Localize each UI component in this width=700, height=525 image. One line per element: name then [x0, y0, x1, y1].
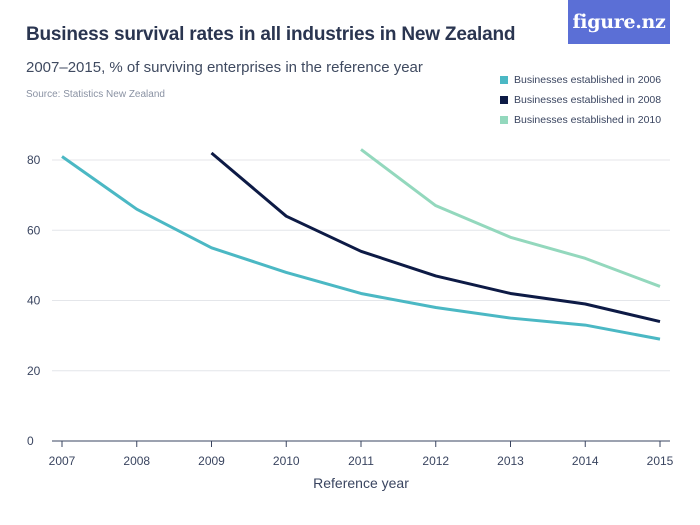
legend-swatch-2006 [500, 76, 508, 84]
x-tick-label: 2011 [348, 454, 374, 468]
y-tick-label: 60 [27, 223, 41, 237]
y-tick-label: 40 [27, 294, 41, 308]
figure-nz-logo[interactable]: figure.nz [568, 0, 670, 44]
legend-item-2010: Businesses established in 2010 [500, 110, 661, 130]
x-tick-label: 2007 [49, 454, 76, 468]
x-tick-label: 2014 [572, 454, 599, 468]
x-tick-label: 2010 [273, 454, 300, 468]
chart-source: Source: Statistics New Zealand [26, 89, 165, 100]
x-tick-label: 2015 [647, 454, 674, 468]
legend-swatch-2010 [500, 116, 508, 124]
legend-label-2010: Businesses established in 2010 [514, 114, 662, 126]
x-tick-label: 2013 [497, 454, 524, 468]
legend-label-2006: Businesses established in 2006 [514, 74, 662, 86]
series-line-1 [210, 151, 661, 324]
series-line-2 [360, 148, 661, 288]
legend-swatch-2008 [500, 96, 508, 104]
y-tick-label: 0 [27, 434, 34, 448]
legend-item-2006: Businesses established in 2006 [500, 70, 661, 90]
y-tick-label: 20 [27, 364, 41, 378]
x-tick-label: 2012 [422, 454, 449, 468]
x-tick-label: 2009 [198, 454, 225, 468]
series-line-0 [61, 155, 661, 341]
x-axis-title: Reference year [313, 475, 409, 491]
series-layer [61, 148, 661, 341]
axis-layer: 0 20 40 60 80 2007 2008 2009 2010 2011 2012 2013 201… [27, 153, 674, 468]
legend-item-2008: Businesses established in 2008 [500, 90, 661, 110]
y-tick-label: 80 [27, 153, 41, 167]
x-tick-label: 2008 [123, 454, 150, 468]
legend-label-2008: Businesses established in 2008 [514, 94, 662, 106]
chart-title: Business survival rates in all industrie… [26, 24, 516, 45]
chart-subtitle: 2007–2015, % of surviving enterprises in… [26, 59, 423, 76]
grid-layer [52, 159, 670, 372]
chart-legend: Businesses established in 2006 Businesse… [500, 70, 661, 130]
